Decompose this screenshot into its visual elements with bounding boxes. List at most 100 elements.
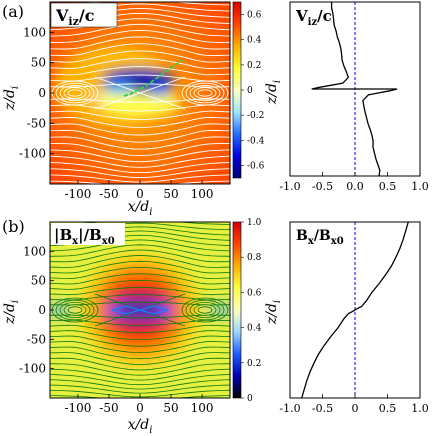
panel-a-profile-ylabel: z/di <box>264 80 283 105</box>
y-tick-label: 100 <box>23 244 46 258</box>
x-tick-label: 0.5 <box>379 402 397 415</box>
field-line <box>50 29 230 43</box>
field-line <box>50 136 230 150</box>
island-contour <box>189 84 221 102</box>
field-line <box>50 174 230 183</box>
y-tick-label: 50 <box>31 274 46 288</box>
field-line <box>50 384 230 394</box>
panel-b-profile-title: Bx/Bx0 <box>296 228 344 247</box>
panel-b-profile: Bx/Bx0 -1.0 -0.5 0 0.5 1.0 z/di <box>264 221 429 415</box>
x-tick-label: 0 <box>136 401 144 415</box>
field-line <box>50 294 230 301</box>
panel-b-field-lines <box>50 222 230 398</box>
island-contour <box>63 304 87 316</box>
field-line <box>50 352 230 365</box>
x-tick-label: -0.5 <box>312 180 333 193</box>
panel-a-profile-title: Viz/c <box>295 7 332 28</box>
field-line <box>50 116 230 128</box>
panel-b-profile-ylabel: z/di <box>264 300 283 325</box>
x-tick-label: -100 <box>64 401 91 415</box>
field-line <box>50 255 230 268</box>
island-contour <box>185 299 225 321</box>
panel-a-ylabel: z/di <box>2 86 21 111</box>
colorbar-tick-label: 0.8 <box>247 253 262 263</box>
field-line <box>50 335 230 347</box>
field-line <box>50 50 230 63</box>
field-line <box>50 286 230 296</box>
island-contour <box>59 84 91 102</box>
panel-b-colorbar-ticks: 1.0 0.8 0.6 0.4 0.2 0 <box>241 218 262 404</box>
field-line <box>50 363 230 376</box>
panel-b-trajectory <box>111 305 169 315</box>
panel-b-label: (b) <box>2 217 25 236</box>
y-tick-label: -100 <box>19 362 46 376</box>
field-line <box>50 244 230 257</box>
panel-b-colorbar <box>232 221 242 399</box>
colorbar-tick-label: -0.6 <box>247 161 265 171</box>
y-tick-label: 50 <box>31 56 46 70</box>
panel-b-heatmap <box>50 222 230 398</box>
field-line <box>50 66 230 76</box>
panel-b-title: |Bx|/Bx0 <box>54 226 115 247</box>
x-tick-label: 1.0 <box>411 402 429 415</box>
colorbar-tick-label: 0.6 <box>247 288 262 298</box>
field-line <box>50 357 230 371</box>
field-line <box>50 389 230 398</box>
field-line <box>50 273 230 285</box>
island-contour <box>197 306 213 314</box>
separatrix <box>94 76 186 110</box>
panel-b-ylabel: z/di <box>2 300 21 325</box>
y-tick-label: 0 <box>38 86 46 100</box>
island-contour <box>59 301 91 318</box>
x-tick-label: -1.0 <box>279 402 300 415</box>
panel-a: (a) Viz/c -100 -50 0 50 100 100 50 0 -50 -100 0.6… <box>2 1 265 218</box>
x-tick-label: 0.5 <box>379 180 397 193</box>
field-line <box>50 180 230 184</box>
panel-a-axes: -100 -50 0 50 100 100 50 0 -50 -100 <box>19 25 213 201</box>
island-contour <box>67 89 83 97</box>
field-line <box>50 266 230 279</box>
x-tick-label: 0 <box>136 187 144 201</box>
field-line <box>50 168 230 178</box>
field-line <box>50 239 230 252</box>
island-contour <box>185 82 225 104</box>
colorbar-tick-label: -0.2 <box>247 111 264 121</box>
field-line <box>50 324 230 334</box>
field-line <box>50 155 230 168</box>
field-line <box>50 319 230 326</box>
x-tick-label: -50 <box>99 187 118 201</box>
field-line <box>50 260 230 274</box>
x-tick-label: 0 <box>352 402 359 415</box>
panel-b: (b) |Bx|/Bx0 -100 -50 0 5 <box>2 217 262 436</box>
island-contour <box>181 297 229 323</box>
panel-a-label: (a) <box>2 2 24 21</box>
island-contour <box>181 80 229 106</box>
x-tick-label: 50 <box>163 187 178 201</box>
x-tick-label: 100 <box>191 187 214 201</box>
field-line <box>50 83 230 88</box>
x-tick-label: 0.0 <box>346 180 364 193</box>
island-contour <box>193 304 217 316</box>
y-tick-label: 100 <box>23 25 46 39</box>
panel-a-profile: Viz/c -1.0 -0.5 0.0 0.5 1.0 z/di <box>264 1 429 193</box>
panel-b-profile-axes: -1.0 -0.5 0 0.5 1.0 <box>279 394 429 415</box>
colorbar-tick-label: 1.0 <box>247 218 262 228</box>
island-contour <box>55 82 95 104</box>
field-line <box>50 98 230 103</box>
field-line <box>50 279 230 290</box>
field-line <box>50 341 230 354</box>
field-line <box>50 110 230 120</box>
colorbar-tick-label: 0.4 <box>247 36 262 46</box>
panel-a-colorbar <box>232 1 242 179</box>
field-line <box>50 23 230 37</box>
field-line <box>50 346 230 360</box>
x-tick-label: -0.5 <box>312 402 333 415</box>
field-line <box>50 149 230 163</box>
panel-a-heatmap <box>50 2 230 184</box>
colorbar-tick-label: 0.4 <box>247 324 262 334</box>
colorbar-tick-label: 0.6 <box>247 11 262 21</box>
field-line <box>50 129 230 143</box>
field-line <box>50 395 230 398</box>
x-tick-label: -100 <box>64 187 91 201</box>
